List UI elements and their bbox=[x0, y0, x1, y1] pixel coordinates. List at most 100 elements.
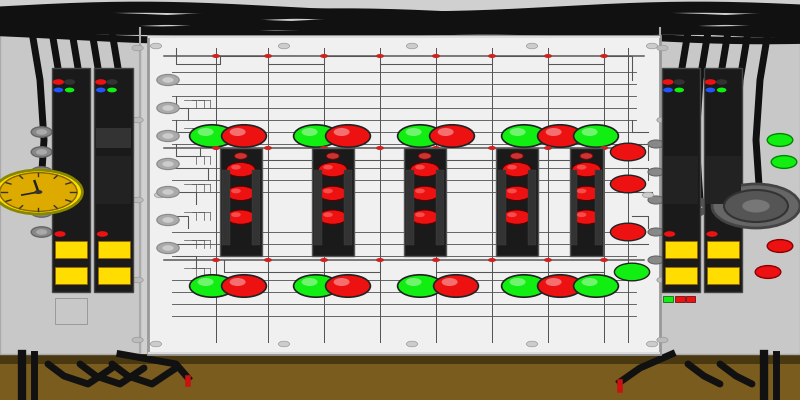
Circle shape bbox=[278, 341, 290, 347]
Bar bbox=[436, 170, 443, 245]
Bar bbox=[96, 156, 131, 204]
Circle shape bbox=[406, 278, 422, 286]
Circle shape bbox=[54, 231, 66, 237]
Circle shape bbox=[190, 275, 234, 297]
Circle shape bbox=[106, 79, 118, 85]
Circle shape bbox=[600, 258, 608, 262]
Bar bbox=[220, 148, 262, 256]
Circle shape bbox=[0, 173, 77, 211]
Circle shape bbox=[600, 54, 608, 58]
Circle shape bbox=[410, 210, 439, 224]
Bar bbox=[663, 296, 673, 302]
Circle shape bbox=[610, 175, 646, 193]
Bar bbox=[660, 26, 800, 354]
Circle shape bbox=[198, 278, 214, 286]
Circle shape bbox=[31, 167, 52, 177]
Circle shape bbox=[162, 189, 174, 195]
Circle shape bbox=[212, 54, 220, 58]
Circle shape bbox=[410, 186, 439, 200]
Circle shape bbox=[398, 125, 442, 147]
Circle shape bbox=[95, 79, 106, 85]
Circle shape bbox=[264, 54, 272, 58]
Circle shape bbox=[230, 128, 246, 136]
Circle shape bbox=[600, 146, 608, 150]
Circle shape bbox=[657, 277, 668, 283]
Circle shape bbox=[415, 212, 425, 217]
Circle shape bbox=[572, 186, 601, 200]
Circle shape bbox=[31, 187, 52, 197]
Bar bbox=[663, 156, 698, 204]
Circle shape bbox=[53, 79, 64, 85]
Circle shape bbox=[36, 189, 47, 195]
Bar bbox=[706, 156, 741, 204]
Circle shape bbox=[230, 278, 246, 286]
Circle shape bbox=[31, 207, 52, 217]
Circle shape bbox=[36, 209, 47, 215]
Circle shape bbox=[326, 125, 370, 147]
Circle shape bbox=[415, 188, 425, 193]
Bar bbox=[55, 298, 87, 324]
Circle shape bbox=[767, 134, 793, 146]
Circle shape bbox=[526, 341, 538, 347]
Circle shape bbox=[438, 128, 454, 136]
Circle shape bbox=[418, 153, 431, 159]
Circle shape bbox=[648, 168, 664, 176]
Bar bbox=[55, 267, 87, 284]
Circle shape bbox=[31, 127, 52, 137]
Circle shape bbox=[326, 275, 370, 297]
Circle shape bbox=[36, 229, 47, 235]
Circle shape bbox=[334, 128, 350, 136]
Circle shape bbox=[294, 125, 338, 147]
Bar bbox=[707, 241, 739, 258]
Circle shape bbox=[434, 275, 478, 297]
Circle shape bbox=[31, 227, 52, 237]
Bar bbox=[686, 296, 695, 302]
Circle shape bbox=[502, 162, 531, 177]
Circle shape bbox=[544, 54, 552, 58]
Circle shape bbox=[705, 79, 716, 85]
Circle shape bbox=[226, 210, 255, 224]
Circle shape bbox=[226, 162, 255, 177]
Circle shape bbox=[724, 190, 788, 222]
Circle shape bbox=[502, 186, 531, 200]
Circle shape bbox=[646, 341, 658, 347]
Circle shape bbox=[572, 162, 601, 177]
Bar bbox=[148, 352, 660, 354]
Circle shape bbox=[755, 266, 781, 278]
Circle shape bbox=[432, 54, 440, 58]
Circle shape bbox=[674, 79, 685, 85]
Circle shape bbox=[132, 117, 143, 123]
Bar bbox=[96, 128, 131, 148]
Circle shape bbox=[577, 188, 586, 193]
Circle shape bbox=[410, 162, 439, 177]
Circle shape bbox=[526, 43, 538, 49]
Circle shape bbox=[162, 133, 174, 139]
Circle shape bbox=[0, 170, 82, 214]
Circle shape bbox=[302, 278, 318, 286]
Circle shape bbox=[771, 156, 797, 168]
Bar bbox=[496, 148, 538, 256]
Circle shape bbox=[162, 245, 174, 251]
Bar bbox=[665, 241, 697, 258]
Circle shape bbox=[107, 88, 117, 92]
Circle shape bbox=[538, 275, 582, 297]
Circle shape bbox=[648, 196, 664, 204]
Circle shape bbox=[657, 337, 668, 343]
Circle shape bbox=[162, 161, 174, 167]
Circle shape bbox=[642, 192, 654, 198]
Circle shape bbox=[574, 125, 618, 147]
Circle shape bbox=[574, 275, 618, 297]
Bar bbox=[571, 170, 578, 245]
Bar bbox=[528, 170, 535, 245]
Circle shape bbox=[610, 223, 646, 241]
Circle shape bbox=[226, 186, 255, 200]
Circle shape bbox=[502, 275, 546, 297]
Circle shape bbox=[222, 275, 266, 297]
Circle shape bbox=[323, 188, 333, 193]
Circle shape bbox=[510, 153, 523, 159]
Circle shape bbox=[157, 214, 179, 226]
Circle shape bbox=[742, 199, 770, 213]
Circle shape bbox=[502, 125, 546, 147]
Circle shape bbox=[320, 54, 328, 58]
Circle shape bbox=[326, 153, 339, 159]
